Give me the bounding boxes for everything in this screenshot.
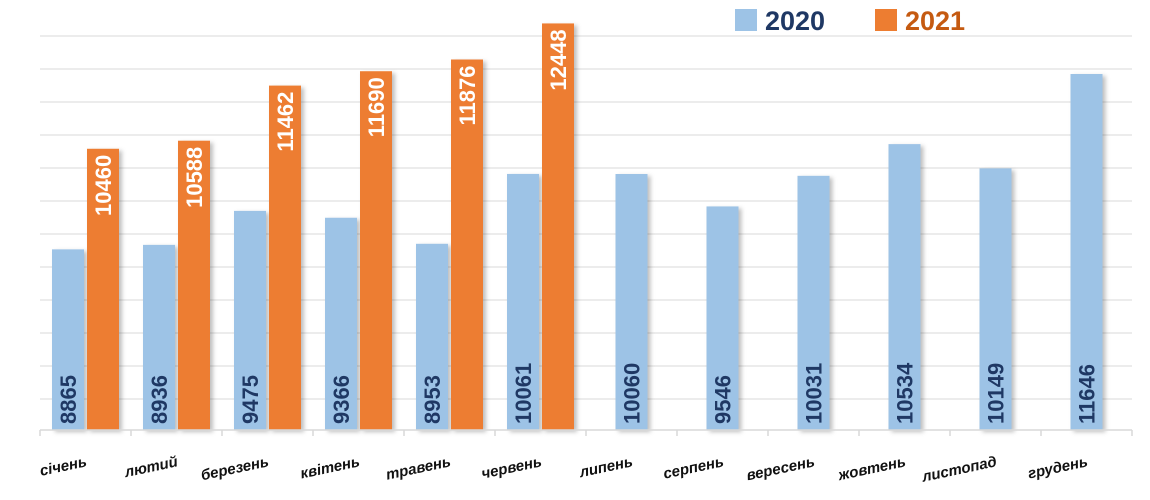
legend-label-2020: 2020 (765, 6, 825, 36)
x-axis (39, 429, 1133, 436)
bar-2020-11 (1070, 74, 1103, 430)
bar-2020-3 (325, 217, 357, 430)
x-tick-label-9: жовтень (836, 453, 908, 484)
bar-label-2020-4: 8953 (420, 375, 445, 424)
bar-label-2021-0: 10460 (91, 155, 116, 216)
bar-2020-2 (234, 210, 266, 430)
legend: 2020 2021 (735, 6, 965, 36)
bar-2020-4 (416, 243, 448, 430)
bar-label-2021-4: 11876 (455, 65, 480, 125)
bars (52, 23, 1103, 430)
bar-label-2020-6: 10060 (620, 363, 645, 424)
bar-label-2020-11: 11646 (1075, 364, 1100, 424)
x-tick-label-10: листопад (920, 453, 999, 486)
bar-labels: 8865 10460 8936 10588 9475 11462 9366 11690 8953… (56, 29, 1100, 424)
bar-2020-10 (979, 168, 1012, 430)
bar-label-2020-9: 10534 (893, 362, 918, 424)
bar-2020-5 (507, 173, 539, 430)
bar-label-2020-0: 8865 (56, 375, 81, 424)
bar-label-2021-2: 11462 (273, 92, 298, 152)
bar-2021-0 (87, 148, 119, 430)
bar-2020-1 (143, 244, 175, 430)
x-tick-label-6: липень (577, 453, 634, 481)
bar-2021-1 (178, 140, 210, 430)
bar-2020-9 (888, 144, 921, 430)
bar-label-2020-3: 9366 (329, 375, 354, 424)
x-tick-label-8: вересень (745, 453, 816, 484)
bar-label-2020-7: 9546 (711, 375, 736, 424)
bar-label-2020-5: 10061 (511, 363, 536, 424)
bar-label-2021-5: 12448 (546, 29, 571, 90)
gridlines (40, 35, 1132, 400)
bar-2021-2 (269, 85, 301, 430)
x-tick-label-7: серпень (662, 453, 726, 482)
bar-label-2020-1: 8936 (147, 375, 172, 424)
legend-swatch-2021 (875, 9, 897, 31)
bar-label-2020-10: 10149 (984, 363, 1009, 424)
bar-label-2021-3: 11690 (364, 77, 389, 137)
bar-label-2021-1: 10588 (182, 147, 207, 208)
bar-2021-4 (451, 59, 483, 430)
bar-2021-5 (542, 23, 574, 430)
x-tick-label-4: травень (384, 453, 452, 483)
x-tick-label-5: червень (480, 453, 544, 482)
x-tick-label-0: січень (38, 453, 88, 480)
bar-2020-6 (615, 174, 648, 430)
bar-2020-0 (52, 249, 84, 430)
x-tick-label-3: квітень (299, 453, 362, 482)
bar-label-2020-2: 9475 (238, 375, 263, 424)
legend-label-2021: 2021 (905, 6, 965, 36)
x-tick-label-1: лютий (122, 453, 179, 481)
x-tick-label-11: грудень (1026, 453, 1089, 482)
x-tick-label-2: березень (199, 453, 270, 484)
bar-2021-3 (360, 71, 392, 430)
bar-label-2020-8: 10031 (802, 363, 827, 424)
bar-2020-8 (797, 175, 830, 430)
legend-swatch-2020 (735, 9, 757, 31)
x-tick-labels: січень лютий березень квітень травень червень… (38, 453, 1089, 486)
bar-2020-7 (706, 206, 739, 430)
